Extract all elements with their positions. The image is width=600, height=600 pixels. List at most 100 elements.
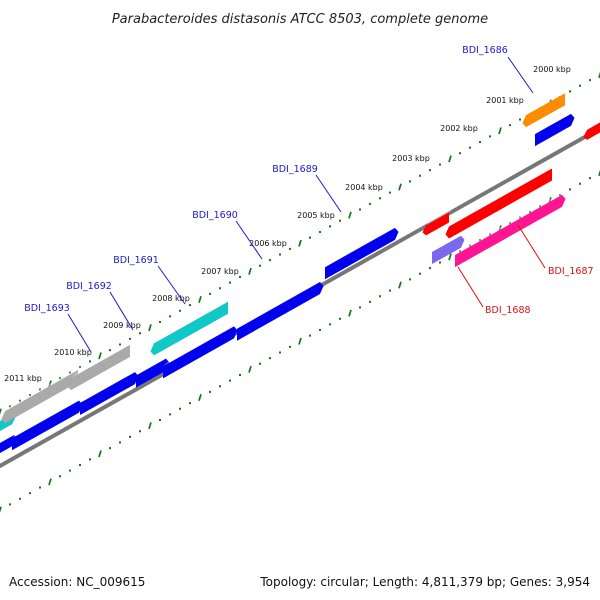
minor-tick bbox=[459, 250, 461, 253]
major-tick bbox=[148, 422, 152, 430]
minor-tick bbox=[569, 188, 571, 191]
leader-line bbox=[315, 174, 342, 213]
minor-tick bbox=[429, 169, 431, 172]
kbp-label: 2007 kbp bbox=[201, 267, 239, 276]
kbp-label: 2006 kbp bbox=[249, 239, 287, 248]
major-tick bbox=[98, 450, 102, 458]
minor-tick bbox=[129, 337, 131, 340]
minor-tick bbox=[169, 315, 171, 318]
major-tick bbox=[248, 267, 252, 275]
feature-highlight bbox=[5, 365, 83, 412]
accession-text: Accession: NC_009615 bbox=[9, 575, 145, 589]
feature-highlight bbox=[80, 367, 140, 403]
kbp-label: 2010 kbp bbox=[54, 348, 92, 357]
major-tick bbox=[298, 337, 302, 345]
kbp-label: 2000 kbp bbox=[533, 65, 571, 74]
feature-face bbox=[1, 370, 78, 424]
cds-fwd-5 bbox=[237, 277, 325, 341]
leader-line bbox=[517, 224, 546, 269]
cds-fwd-1 bbox=[12, 395, 84, 451]
major-tick bbox=[598, 169, 600, 176]
minor-tick bbox=[119, 343, 121, 346]
major-tick bbox=[48, 478, 52, 486]
major-tick bbox=[48, 380, 52, 388]
minor-tick bbox=[429, 267, 431, 270]
feature-cyan bbox=[150, 296, 233, 356]
minor-tick bbox=[259, 264, 261, 267]
gene-label: BDI_1689 bbox=[272, 164, 318, 175]
cds-rev-2 bbox=[445, 163, 557, 239]
minor-tick bbox=[179, 309, 181, 312]
feature-grey-2 bbox=[67, 339, 135, 391]
minor-tick bbox=[209, 292, 211, 295]
minor-tick bbox=[589, 79, 591, 82]
minor-tick bbox=[209, 390, 211, 393]
leader-line bbox=[457, 266, 484, 308]
gene-label: BDI_1686 bbox=[462, 45, 508, 56]
minor-tick bbox=[259, 362, 261, 365]
minor-tick bbox=[409, 180, 411, 183]
minor-tick bbox=[469, 146, 471, 149]
feature-highlight bbox=[0, 430, 19, 443]
major-tick bbox=[348, 211, 352, 219]
minor-tick bbox=[59, 475, 61, 478]
gene-label: BDI_1691 bbox=[113, 255, 159, 266]
feature-face bbox=[522, 93, 565, 128]
cds-rev-1 bbox=[422, 207, 454, 236]
minor-tick bbox=[229, 281, 231, 284]
minor-tick bbox=[509, 124, 511, 127]
map-title: Parabacteroides distasonis ATCC 8503, co… bbox=[112, 12, 488, 27]
minor-tick bbox=[79, 366, 81, 368]
minor-tick bbox=[169, 413, 171, 416]
minor-tick bbox=[519, 118, 521, 121]
minor-tick bbox=[39, 388, 41, 391]
minor-tick bbox=[579, 84, 581, 87]
minor-tick bbox=[189, 304, 191, 307]
major-tick bbox=[348, 309, 352, 317]
minor-tick bbox=[339, 219, 341, 222]
major-tick bbox=[0, 408, 2, 415]
minor-tick bbox=[519, 216, 521, 219]
minor-tick bbox=[29, 492, 31, 495]
minor-tick bbox=[339, 317, 341, 320]
minor-tick bbox=[189, 402, 191, 405]
feature-highlight bbox=[325, 222, 400, 268]
feature-face bbox=[150, 301, 228, 356]
leader-line bbox=[157, 265, 186, 305]
minor-tick bbox=[479, 141, 481, 143]
major-tick bbox=[198, 296, 202, 303]
major-tick bbox=[498, 127, 502, 135]
minor-tick bbox=[59, 377, 61, 380]
leader-line bbox=[67, 313, 92, 353]
minor-tick bbox=[579, 182, 581, 185]
minor-tick bbox=[69, 469, 71, 472]
minor-tick bbox=[329, 323, 331, 326]
gene-label: BDI_1690 bbox=[192, 210, 238, 221]
minor-tick bbox=[109, 447, 111, 450]
minor-tick bbox=[159, 321, 161, 323]
minor-tick bbox=[439, 261, 441, 264]
feature-face bbox=[535, 113, 575, 147]
minor-tick bbox=[479, 239, 481, 241]
minor-tick bbox=[369, 202, 371, 205]
minor-tick bbox=[19, 497, 21, 500]
major-tick bbox=[448, 253, 452, 261]
minor-tick bbox=[319, 231, 321, 233]
minor-tick bbox=[279, 351, 281, 354]
feature-highlight bbox=[587, 120, 600, 130]
feature-pink bbox=[455, 189, 567, 268]
minor-tick bbox=[29, 394, 31, 397]
feature-face bbox=[445, 168, 552, 239]
minor-tick bbox=[559, 194, 561, 196]
minor-tick bbox=[109, 349, 111, 352]
feature-face bbox=[67, 344, 130, 391]
feature-orange bbox=[522, 88, 570, 128]
feature-face bbox=[12, 400, 83, 451]
feature-face bbox=[422, 212, 449, 236]
minor-tick bbox=[289, 345, 291, 348]
label-layer: 2000 kbp 2001 kbp 2002 kbp 2003 kbp 2004 kbp… bbox=[4, 45, 593, 383]
minor-tick bbox=[489, 135, 491, 138]
major-tick bbox=[298, 239, 302, 247]
cds-rev-3 bbox=[583, 120, 600, 140]
